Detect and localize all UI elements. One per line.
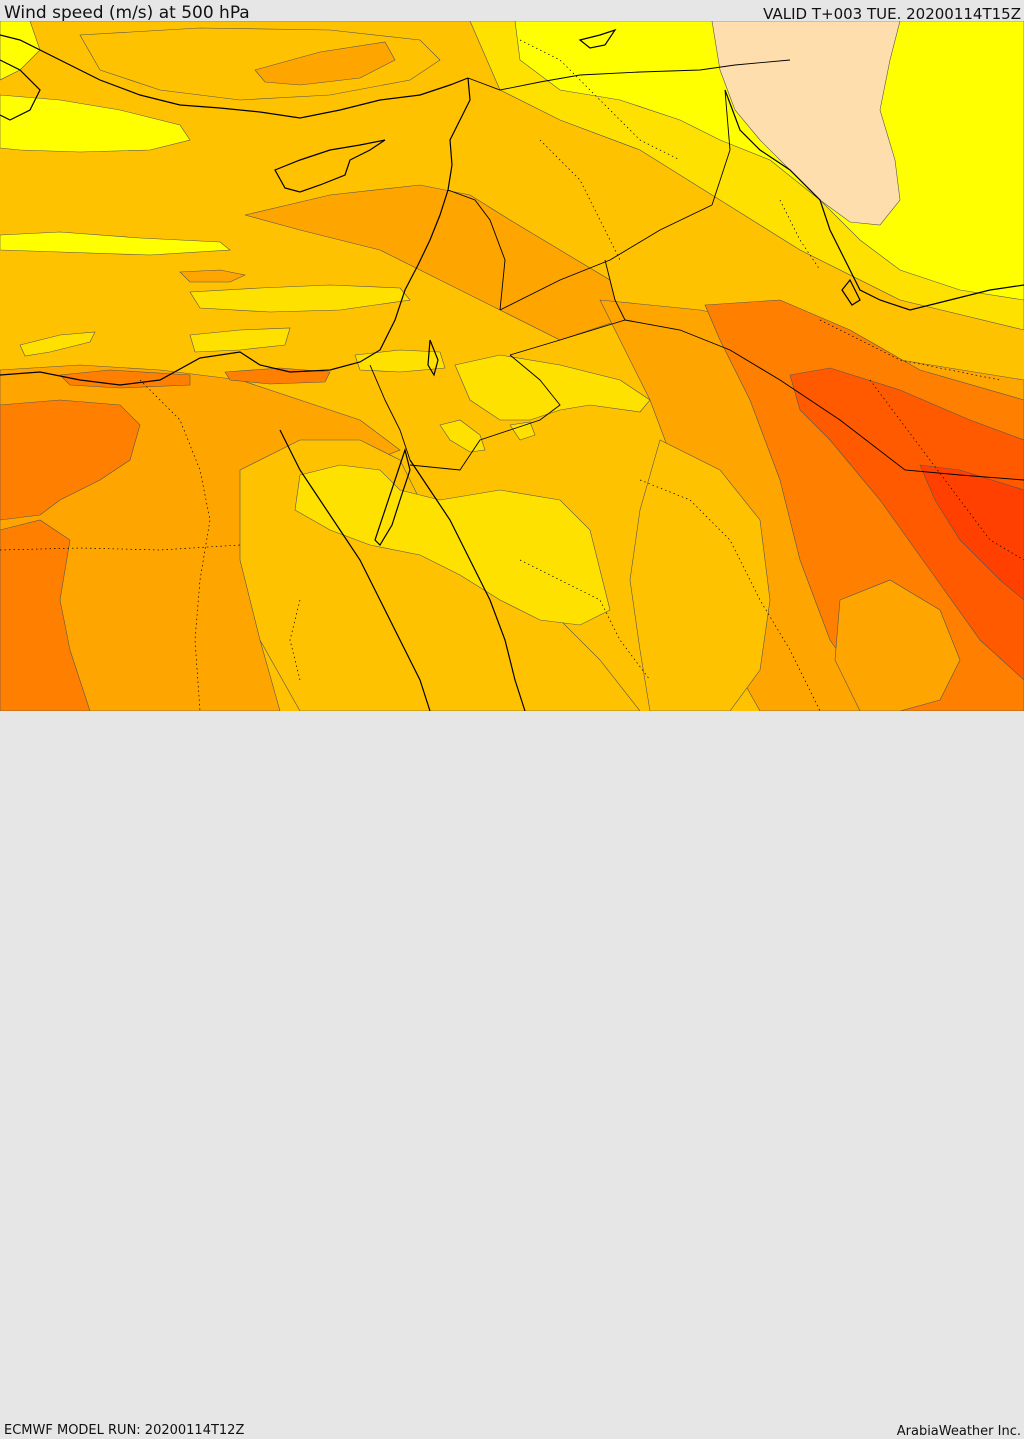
gold-pocket-west-2 [189,327,291,353]
gold-pocket-central [454,354,651,421]
wind-speed-map [0,21,1024,711]
gold-pocket-south [294,464,611,626]
gold-pocket-west [19,331,96,357]
admin-boundaries [0,39,1024,711]
gold-pocket-small [439,419,486,453]
coastlines [0,28,1024,711]
model-run: ECMWF MODEL RUN: 20200114T12Z [4,1423,245,1438]
dark-orange-streak-2 [224,367,331,385]
dark-orange-south [0,519,91,711]
gold-pocket-mid [354,349,446,373]
orange-band-n1 [79,27,441,101]
gold-pocket-west-3 [189,284,411,313]
footer-bar: ECMWF MODEL RUN: 20200114T12Z ArabiaWeat… [0,711,1024,1439]
map-title: Wind speed (m/s) at 500 hPa [4,3,250,23]
dark-orange-band-se [704,299,1024,711]
amber-lobe-se [834,579,961,711]
gold-pocket-small-2 [509,421,536,441]
amber-lobe-east [629,439,771,711]
borders [369,59,1024,481]
yellow-strip [0,231,231,256]
red-core [919,464,1024,601]
red-orange-core [789,367,1024,681]
dark-orange-band-sw [0,399,141,521]
dark-orange-streak [59,369,191,389]
yellow-zone-east [514,21,1024,301]
orange-streak [179,269,246,283]
yellow-zone-west [0,94,191,153]
header-bar: Wind speed (m/s) at 500 hPa VALID T+003 … [0,0,1024,23]
valid-time: VALID T+003 TUE. 20200114T15Z [763,5,1021,23]
orange-band-n2 [254,41,396,86]
credit: ArabiaWeather Inc. [896,1424,1021,1439]
calm-zone [711,21,901,226]
